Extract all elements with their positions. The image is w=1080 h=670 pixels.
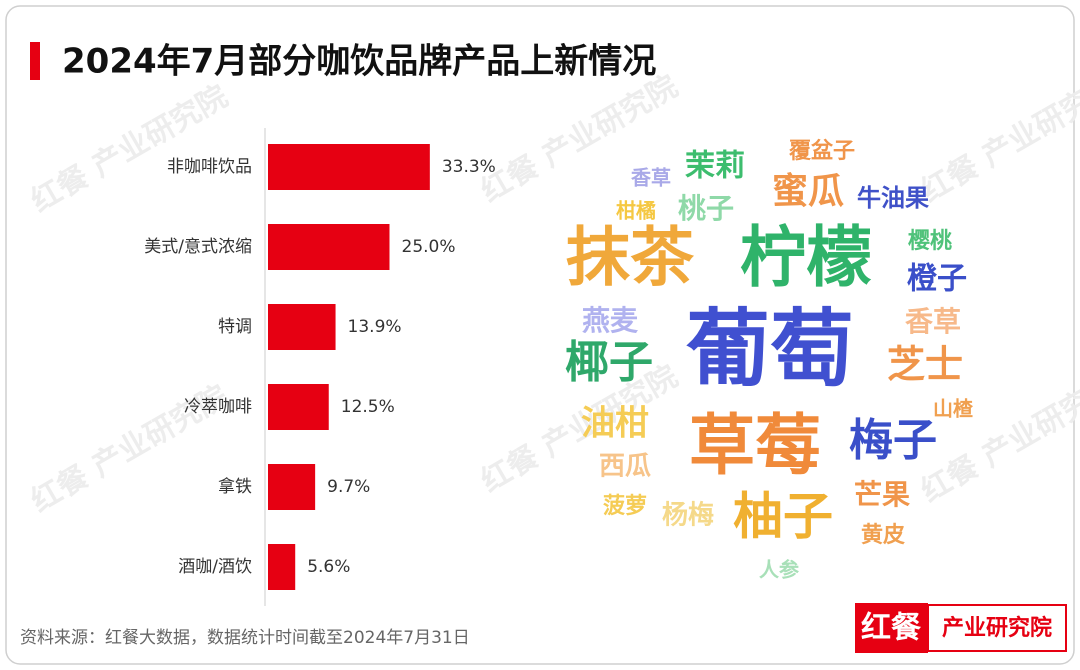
word: 梅子: [849, 415, 937, 466]
word: 香草: [905, 305, 961, 338]
value-label: 33.3%: [442, 157, 496, 177]
word: 菠萝: [603, 493, 647, 519]
logo-brand: 红餐: [861, 611, 922, 646]
word: 芒果: [854, 478, 910, 511]
word: 椰子: [565, 337, 653, 388]
bar: [268, 384, 329, 430]
category-label: 特调: [218, 317, 252, 337]
word: 柚子: [733, 488, 833, 546]
category-label: 酒咖/酒饮: [178, 557, 252, 577]
bar: [268, 544, 296, 590]
bar: [268, 224, 390, 270]
title-accent: [30, 42, 40, 80]
bar: [268, 464, 316, 510]
word: 樱桃: [908, 228, 952, 254]
word: 人参: [759, 558, 799, 582]
word: 橙子: [907, 262, 967, 297]
word: 葡萄: [686, 300, 854, 398]
value-label: 12.5%: [341, 397, 395, 417]
word: 香草: [631, 166, 671, 190]
logo-name: 产业研究院: [942, 615, 1052, 641]
word: 西瓜: [599, 452, 651, 482]
category-label: 非咖啡饮品: [167, 157, 252, 177]
logo-brand-box: [855, 603, 928, 653]
word: 茉莉: [685, 149, 745, 184]
bar-chart: 非咖啡饮品 33.3% 美式/意式浓缩 25.0% 特调 13.9% 冷萃咖啡 12.5% 拿铁…: [144, 144, 496, 590]
word: 油柑: [581, 404, 649, 444]
bar: [268, 304, 336, 350]
category-label: 拿铁: [218, 476, 252, 497]
word: 草莓: [689, 407, 821, 484]
word: 燕麦: [582, 304, 639, 337]
value-label: 25.0%: [402, 237, 456, 257]
value-label: 5.6%: [307, 557, 350, 577]
word: 柠檬: [740, 219, 872, 296]
category-label: 冷萃咖啡: [184, 397, 252, 417]
word: 柑橘: [616, 199, 656, 223]
logo-name-box: [927, 604, 1067, 652]
bar: [268, 144, 430, 190]
word: 蜜瓜: [772, 171, 844, 212]
title: 2024年7月部分咖饮品牌产品上新情况: [62, 42, 656, 82]
word: 杨梅: [662, 500, 714, 531]
word: 覆盆子: [788, 138, 855, 164]
word: 牛油果: [857, 184, 929, 212]
source: 资料来源：红餐大数据，数据统计时间截至2024年7月31日: [20, 628, 470, 648]
word: 抹茶: [566, 222, 695, 296]
value-label: 13.9%: [348, 317, 402, 337]
word: 桃子: [678, 192, 734, 225]
word: 芝士: [887, 343, 963, 387]
word: 山楂: [933, 397, 974, 421]
category-label: 美式/意式浓缩: [144, 237, 252, 257]
value-label: 9.7%: [327, 477, 370, 497]
word: 黄皮: [861, 522, 905, 548]
